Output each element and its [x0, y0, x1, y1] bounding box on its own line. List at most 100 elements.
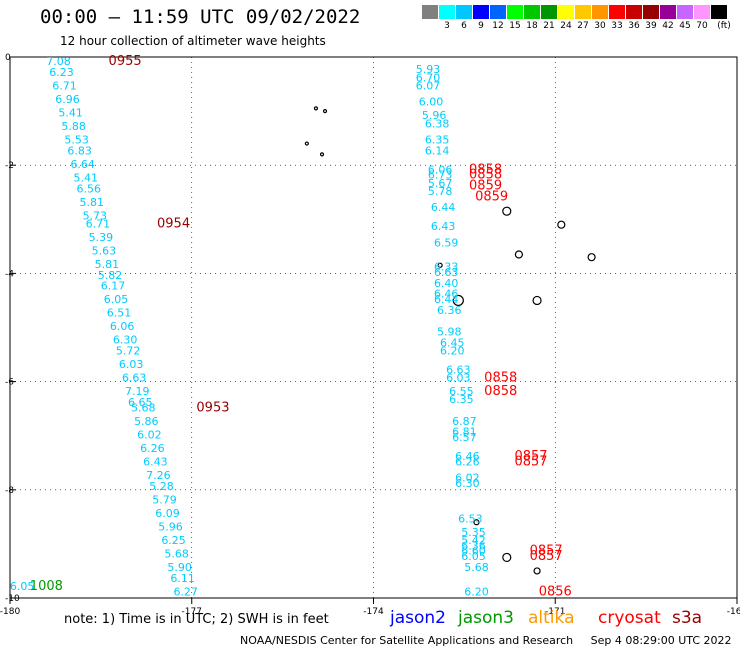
page-title: 00:00 – 11:59 UTC 09/02/2022 — [40, 6, 361, 28]
legend-label: 30 — [594, 21, 606, 31]
legend-swatch — [422, 5, 438, 19]
island-outline — [452, 294, 464, 307]
swh-label: 6.06 — [110, 320, 135, 333]
legend-label: 39 — [645, 21, 657, 31]
time-label: 0859 — [475, 189, 508, 204]
swh-label: 5.63 — [92, 244, 117, 257]
time-label: 0856 — [539, 584, 572, 599]
swh-label: 6.63 — [122, 372, 147, 385]
swh-label: 6.35 — [449, 393, 474, 406]
swh-label: 5.81 — [80, 196, 105, 209]
satellite-label: cryosat — [598, 608, 661, 628]
swh-label: 6.81 — [452, 426, 477, 439]
time-label: 0858 — [469, 168, 502, 183]
swh-label: 6.35 — [425, 134, 450, 147]
time-label: 0857 — [514, 449, 547, 464]
legend-label: 24 — [560, 21, 572, 31]
swh-label: 5.68 — [464, 561, 489, 574]
swh-label: 6.02 — [455, 472, 480, 485]
swh-label: 6.14 — [425, 144, 450, 157]
swh-label: 6.27 — [173, 585, 198, 598]
swh-label: 5.42 — [461, 534, 486, 547]
legend-swatch — [677, 5, 693, 19]
time-label: 0953 — [196, 400, 229, 415]
swh-label: 6.38 — [425, 117, 450, 130]
swh-label: 6.45 — [440, 336, 465, 349]
swh-label: 6.33 — [434, 261, 459, 274]
swh-label: 6.87 — [452, 415, 477, 428]
legend-swatch — [609, 5, 625, 19]
swh-label: 5.90 — [167, 561, 192, 574]
swh-label: 5.79 — [152, 493, 177, 506]
legend-label: 18 — [526, 21, 538, 31]
swh-label: 6.71 — [86, 217, 111, 230]
swh-label: 6.43 — [431, 220, 456, 233]
swh-label: 5.93 — [416, 63, 441, 76]
swh-label: 6.71 — [52, 79, 77, 92]
satellite-label: altika — [528, 608, 575, 628]
time-label: 0858 — [484, 384, 517, 399]
swh-label: 6.05 — [461, 550, 486, 563]
legend-label: 9 — [478, 21, 484, 31]
swh-label: 6.26 — [455, 455, 480, 468]
legend-label: 27 — [577, 21, 589, 31]
legend-label: 33 — [611, 21, 623, 31]
legend-swatch — [575, 5, 591, 19]
legend-swatch — [507, 5, 523, 19]
legend-swatch — [711, 5, 727, 19]
satellite-label: s3a — [672, 608, 703, 628]
y-tick-label: 0 — [5, 53, 11, 63]
legend-swatch — [643, 5, 659, 19]
legend-label: 42 — [662, 21, 674, 31]
legend-swatch — [456, 5, 472, 19]
legend-label: 70 — [696, 21, 708, 31]
swh-label: 6.40 — [434, 277, 459, 290]
swh-label: 6.57 — [452, 431, 477, 444]
y-tick-label: -8 — [5, 486, 14, 496]
units-note: note: 1) Time is in UTC; 2) SWH is in fe… — [64, 612, 329, 627]
swh-label: 6.05 — [10, 580, 35, 593]
swh-label: 6.36 — [461, 539, 486, 552]
swh-label: 6.53 — [458, 512, 483, 525]
swh-label: 5.35 — [461, 526, 486, 539]
time-label: 0857 — [530, 549, 563, 564]
swh-label: 5.39 — [89, 231, 114, 244]
page-subtitle: 12 hour collection of altimeter wave hei… — [60, 34, 326, 48]
legend-swatch — [490, 5, 506, 19]
swh-label: 6.46 — [434, 288, 459, 301]
swh-label: 5.53 — [64, 134, 89, 147]
swh-label: 5.86 — [134, 415, 159, 428]
swh-label: 6.44 — [431, 201, 456, 214]
swh-label: 6.73 — [428, 169, 453, 182]
swh-label: 5.78 — [428, 185, 453, 198]
legend-swatch — [524, 5, 540, 19]
swh-label: 5.72 — [116, 345, 141, 358]
time-label: 0954 — [157, 216, 190, 231]
swh-label: 6.26 — [140, 442, 165, 455]
swh-label: 6.05 — [104, 293, 129, 306]
swh-label: 6.64 — [70, 158, 95, 171]
swh-label: 5.96 — [422, 109, 447, 122]
swh-label: 6.43 — [143, 455, 168, 468]
y-tick-label: -6 — [5, 378, 14, 388]
swh-label: 6.30 — [113, 334, 138, 347]
footer: NOAA/NESDIS Center for Satellite Applica… — [240, 634, 732, 647]
swh-label: 6.06 — [428, 163, 453, 176]
swh-label: 5.28 — [149, 480, 174, 493]
legend-swatch — [626, 5, 642, 19]
swh-label: 6.51 — [107, 307, 132, 320]
legend-swatch — [694, 5, 710, 19]
legend-swatch — [439, 5, 455, 19]
x-tick-label: -168 — [727, 607, 740, 617]
footer-timestamp: Sep 4 08:29:00 UTC 2022 — [590, 634, 732, 647]
island-outline — [304, 141, 309, 146]
swh-label: 5.41 — [58, 107, 83, 120]
swh-label: 5.73 — [83, 209, 108, 222]
legend-swatch — [558, 5, 574, 19]
x-tick-label: -174 — [363, 607, 384, 617]
island-outline — [437, 262, 443, 268]
swh-label: 6.25 — [161, 534, 186, 547]
time-label: 1008 — [30, 579, 63, 594]
time-label: 0955 — [109, 54, 142, 69]
